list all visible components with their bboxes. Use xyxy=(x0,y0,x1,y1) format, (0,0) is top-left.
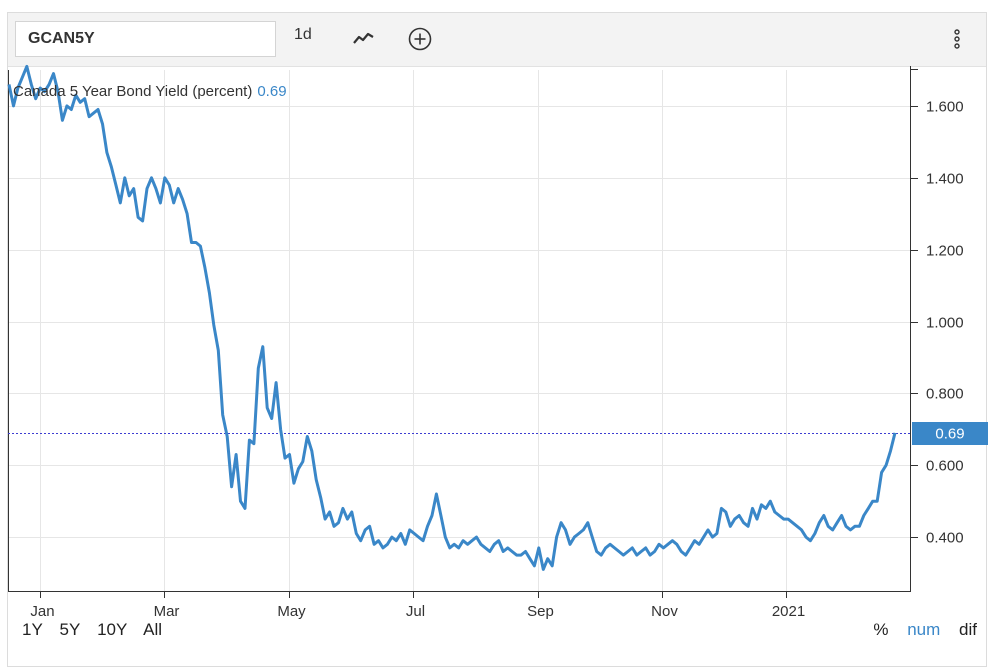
x-axis-ticks: Jan Mar May Jul Sep Nov 2021 xyxy=(30,591,805,620)
range-all[interactable]: All xyxy=(143,620,163,639)
y-tick-label: 1.000 xyxy=(926,315,964,332)
legend-label: Canada 5 Year Bond Yield (percent) xyxy=(13,83,252,100)
x-tick-label: Mar xyxy=(154,603,180,620)
value-mode-selector: % num dif xyxy=(859,620,977,640)
mode-num[interactable]: num xyxy=(907,620,941,639)
more-vertical-icon[interactable] xyxy=(943,25,971,53)
x-tick-label: Sep xyxy=(527,603,554,620)
x-tick-label: Jul xyxy=(406,603,425,620)
series-line xyxy=(7,64,897,571)
x-tick-label: May xyxy=(277,603,306,620)
chart-toolbar: 1d xyxy=(8,13,986,67)
grid-lines xyxy=(8,70,910,591)
plus-circle-icon[interactable] xyxy=(406,25,434,53)
y-tick-label: 1.400 xyxy=(926,171,964,188)
left-border xyxy=(8,70,9,592)
range-5y[interactable]: 5Y xyxy=(59,620,81,639)
x-tick-label: Jan xyxy=(30,603,54,620)
range-selector: 1Y 5Y 10Y All xyxy=(22,620,174,640)
chart-widget: 1d xyxy=(7,12,987,667)
x-tick-label: 2021 xyxy=(772,603,805,620)
range-10y[interactable]: 10Y xyxy=(97,620,128,639)
last-value-label: 0.69 xyxy=(935,426,964,443)
y-tick-label: 1.600 xyxy=(926,99,964,116)
y-tick-label: 0.400 xyxy=(926,530,964,547)
line-chart-icon[interactable] xyxy=(350,25,378,53)
symbol-input[interactable] xyxy=(15,21,276,57)
legend: Canada 5 Year Bond Yield (percent) 0.69 xyxy=(13,83,287,100)
mode-dif[interactable]: dif xyxy=(959,620,977,639)
range-1y[interactable]: 1Y xyxy=(22,620,43,639)
x-tick-label: Nov xyxy=(651,603,678,620)
y-axis-ticks: 1.600 1.400 1.200 1.000 0.800 0.600 0.400 xyxy=(910,99,964,547)
y-tick-label: 0.800 xyxy=(926,386,964,403)
interval-button[interactable]: 1d xyxy=(294,26,312,43)
mode-percent[interactable]: % xyxy=(873,620,889,639)
y-tick-label: 1.200 xyxy=(926,243,964,260)
legend-value: 0.69 xyxy=(257,83,286,100)
y-tick-label: 0.600 xyxy=(926,458,964,475)
last-value-badge: 0.69 xyxy=(912,422,988,445)
